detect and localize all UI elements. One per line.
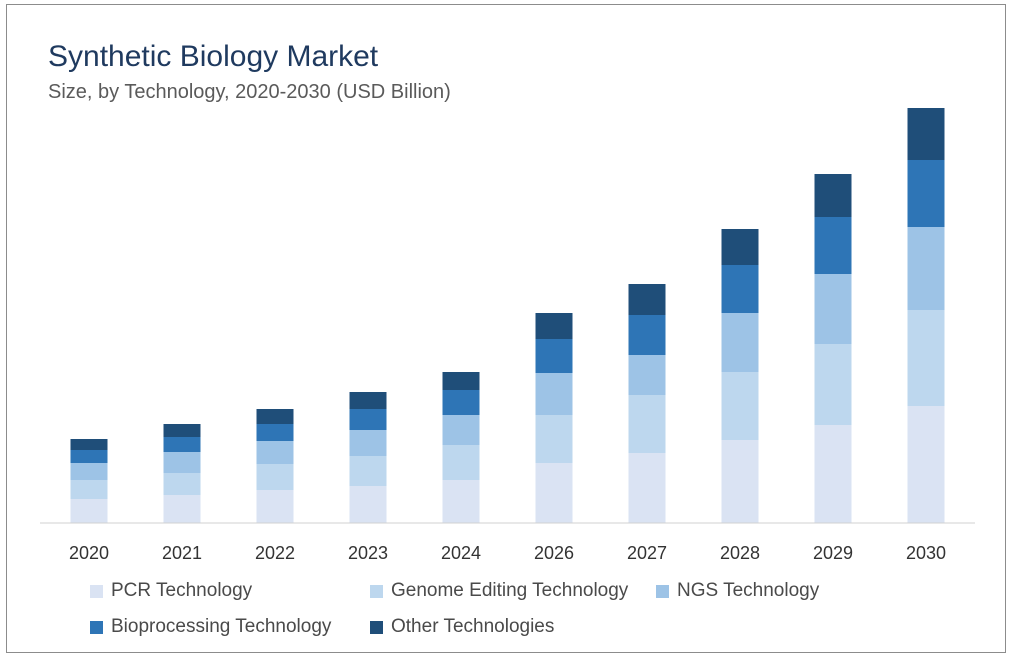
bar-segment-2029-series-0 bbox=[814, 425, 852, 523]
bar-segment-2026-series-3 bbox=[535, 339, 573, 373]
bar-segment-2023-series-0 bbox=[349, 486, 387, 523]
bar-segment-2029-series-1 bbox=[814, 344, 852, 425]
legend-label: Other Technologies bbox=[391, 616, 555, 637]
bar-segment-2020-series-3 bbox=[70, 450, 108, 463]
bar-segment-2024-series-1 bbox=[442, 445, 480, 480]
x-tick-label: 2028 bbox=[720, 543, 760, 563]
x-tick-label: 2029 bbox=[813, 543, 853, 563]
bar-segment-2027-series-3 bbox=[628, 315, 666, 355]
legend-swatch bbox=[370, 584, 383, 598]
legend-item: Genome Editing Technology bbox=[370, 580, 628, 602]
bar-segment-2026-series-1 bbox=[535, 415, 573, 463]
bar-segment-2028-series-2 bbox=[721, 313, 759, 372]
bar-segment-2024-series-2 bbox=[442, 415, 480, 445]
legend-swatch bbox=[656, 584, 669, 598]
bar-segment-2022-series-0 bbox=[256, 490, 294, 523]
legend-label: NGS Technology bbox=[677, 580, 820, 601]
bar-segment-2027-series-2 bbox=[628, 355, 666, 395]
legend-item: Other Technologies bbox=[370, 616, 554, 638]
chart-subtitle: Size, by Technology, 2020-2030 (USD Bill… bbox=[48, 81, 451, 103]
x-tick-label: 2030 bbox=[906, 543, 946, 563]
legend-swatch bbox=[90, 584, 103, 598]
x-tick-label: 2024 bbox=[441, 543, 481, 563]
legend-item: PCR Technology bbox=[90, 580, 252, 602]
bar-segment-2028-series-4 bbox=[721, 229, 759, 265]
x-tick-label: 2020 bbox=[69, 543, 109, 563]
bar-segment-2027-series-0 bbox=[628, 453, 666, 523]
legend-label: PCR Technology bbox=[111, 580, 253, 601]
bar-segment-2021-series-0 bbox=[163, 495, 201, 523]
bar-segment-2029-series-3 bbox=[814, 217, 852, 274]
bar-segment-2020-series-0 bbox=[70, 499, 108, 523]
bar-segment-2029-series-2 bbox=[814, 274, 852, 344]
bar-segment-2021-series-4 bbox=[163, 424, 201, 437]
bar-segment-2026-series-4 bbox=[535, 313, 573, 339]
legend-swatch bbox=[370, 620, 383, 634]
bar-segment-2030-series-1 bbox=[907, 310, 945, 406]
x-tick-label: 2027 bbox=[627, 543, 667, 563]
bar-segment-2029-series-4 bbox=[814, 174, 852, 217]
chart-title: Synthetic Biology Market bbox=[48, 40, 379, 73]
legend-item: NGS Technology bbox=[656, 580, 819, 602]
bar-segment-2022-series-1 bbox=[256, 464, 294, 490]
legend-label: Genome Editing Technology bbox=[391, 580, 629, 601]
bar-segment-2024-series-4 bbox=[442, 372, 480, 390]
bar-segment-2028-series-3 bbox=[721, 265, 759, 313]
x-tick-label: 2023 bbox=[348, 543, 388, 563]
bar-segment-2023-series-2 bbox=[349, 430, 387, 456]
bar-segment-2027-series-4 bbox=[628, 284, 666, 315]
bar-segment-2028-series-0 bbox=[721, 440, 759, 523]
bar-segment-2024-series-3 bbox=[442, 390, 480, 415]
bar-segment-2028-series-1 bbox=[721, 372, 759, 440]
bar-segment-2023-series-4 bbox=[349, 392, 387, 409]
bar-segment-2023-series-3 bbox=[349, 409, 387, 430]
bar-segment-2021-series-1 bbox=[163, 473, 201, 495]
bar-segment-2026-series-2 bbox=[535, 373, 573, 415]
bar-segment-2021-series-2 bbox=[163, 452, 201, 473]
x-tick-label: 2021 bbox=[162, 543, 202, 563]
bar-segment-2030-series-0 bbox=[907, 406, 945, 523]
legend-swatch bbox=[90, 620, 103, 634]
legend-label: Bioprocessing Technology bbox=[111, 616, 332, 637]
bar-segment-2026-series-0 bbox=[535, 463, 573, 523]
bar-segment-2020-series-1 bbox=[70, 480, 108, 499]
x-tick-label: 2026 bbox=[534, 543, 574, 563]
x-tick-label: 2022 bbox=[255, 543, 295, 563]
bar-segment-2030-series-4 bbox=[907, 108, 945, 160]
bar-segment-2021-series-3 bbox=[163, 437, 201, 452]
bar-segment-2022-series-4 bbox=[256, 409, 294, 424]
bar-segment-2022-series-3 bbox=[256, 424, 294, 441]
bar-segment-2030-series-2 bbox=[907, 227, 945, 310]
bar-segment-2024-series-0 bbox=[442, 480, 480, 523]
bar-segment-2027-series-1 bbox=[628, 395, 666, 453]
bar-segment-2020-series-4 bbox=[70, 439, 108, 450]
bar-segment-2022-series-2 bbox=[256, 441, 294, 464]
bar-segment-2030-series-3 bbox=[907, 160, 945, 227]
legend-item: Bioprocessing Technology bbox=[90, 616, 331, 638]
bar-segment-2020-series-2 bbox=[70, 463, 108, 480]
bar-segment-2023-series-1 bbox=[349, 456, 387, 486]
